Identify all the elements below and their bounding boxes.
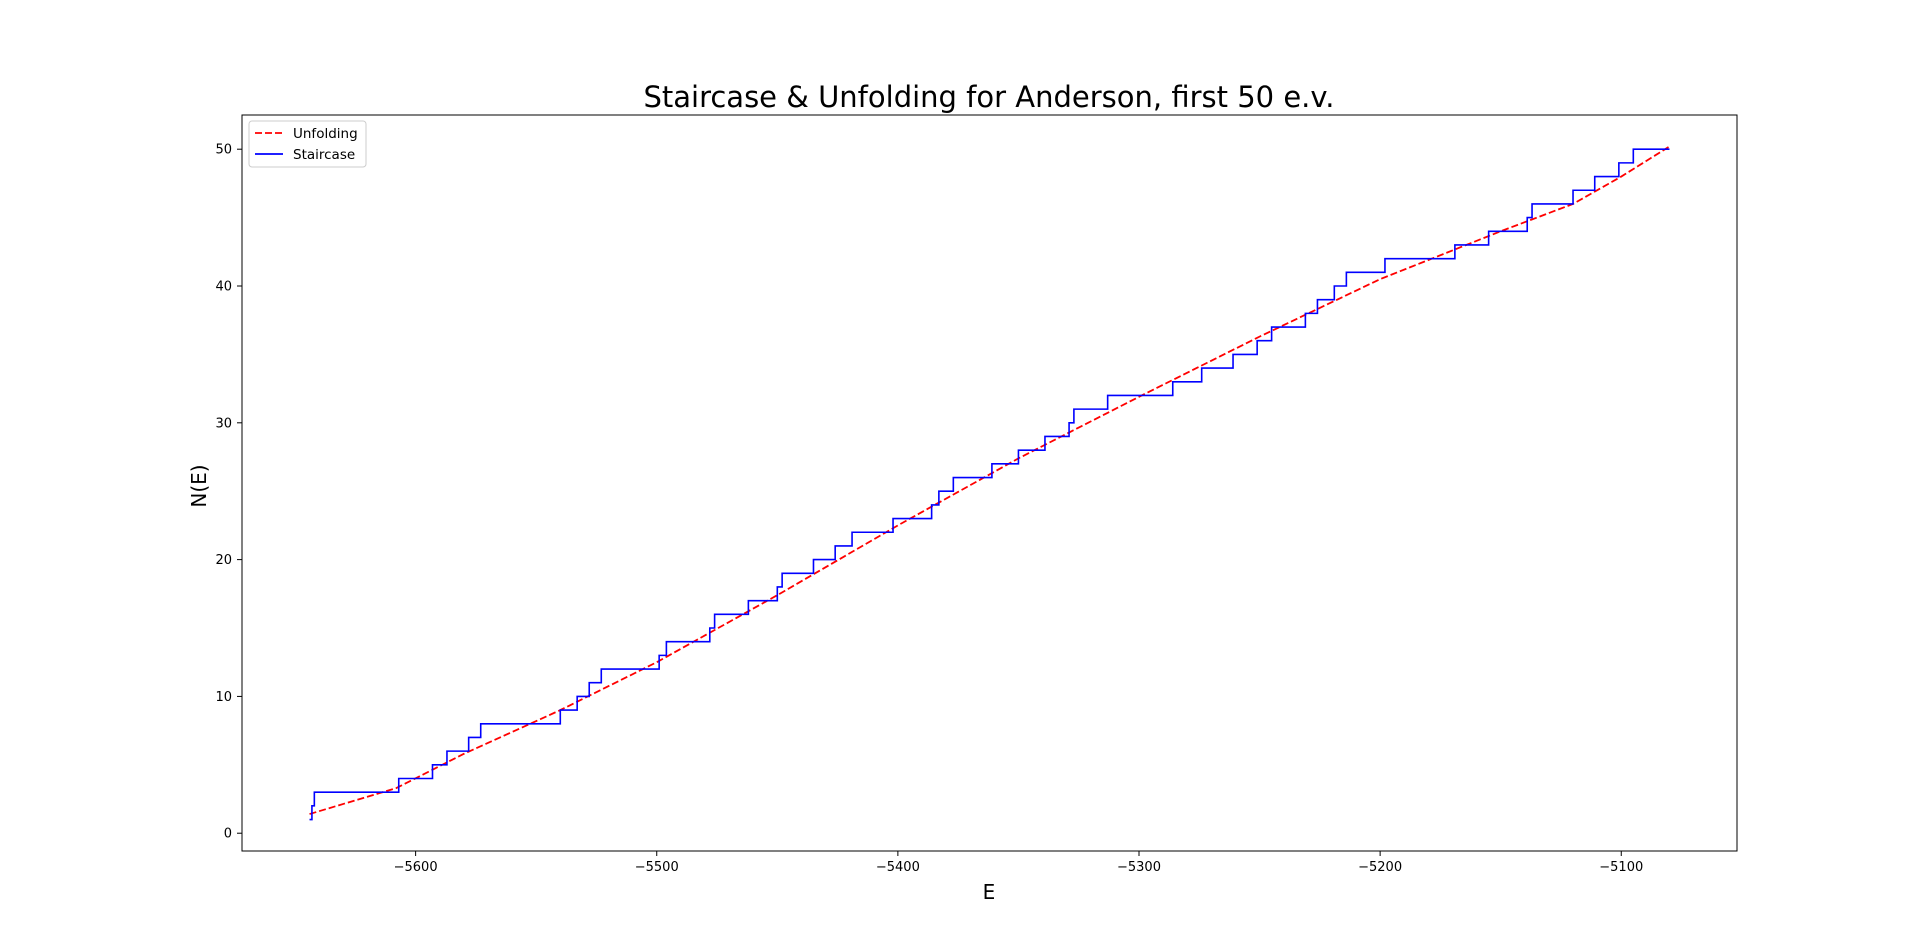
- x-axis-title: E: [983, 880, 996, 904]
- x-tick-label: −5600: [394, 860, 438, 875]
- legend-label-staircase: Staircase: [293, 147, 355, 163]
- plot-area: [309, 145, 1670, 821]
- series-line-staircase: [309, 148, 1670, 821]
- y-tick-label: 30: [215, 416, 232, 431]
- x-tick-label: −5400: [876, 860, 920, 875]
- y-axis-title: N(E): [187, 464, 211, 507]
- x-tick-label: −5500: [635, 860, 679, 875]
- y-tick-label: 40: [215, 280, 232, 295]
- y-tick-label: 0: [224, 827, 232, 842]
- legend: Unfolding Staircase: [248, 120, 367, 168]
- y-tick-label: 50: [215, 143, 232, 158]
- y-tick-label: 20: [215, 553, 232, 568]
- y-tick-label: 10: [215, 690, 232, 705]
- x-tick-label: −5300: [1117, 860, 1161, 875]
- series-line-unfolding: [309, 145, 1670, 815]
- x-tick-label: −5200: [1358, 860, 1402, 875]
- chart-title: Staircase & Unfolding for Anderson, firs…: [643, 80, 1334, 114]
- plot-frame: [241, 114, 1738, 852]
- x-tick-label: −5100: [1599, 860, 1643, 875]
- legend-label-unfolding: Unfolding: [293, 126, 358, 142]
- axes: −5600 −5500 −5400 −5300 −5200 −5100 0 10 20 30 40 5…: [215, 114, 1738, 875]
